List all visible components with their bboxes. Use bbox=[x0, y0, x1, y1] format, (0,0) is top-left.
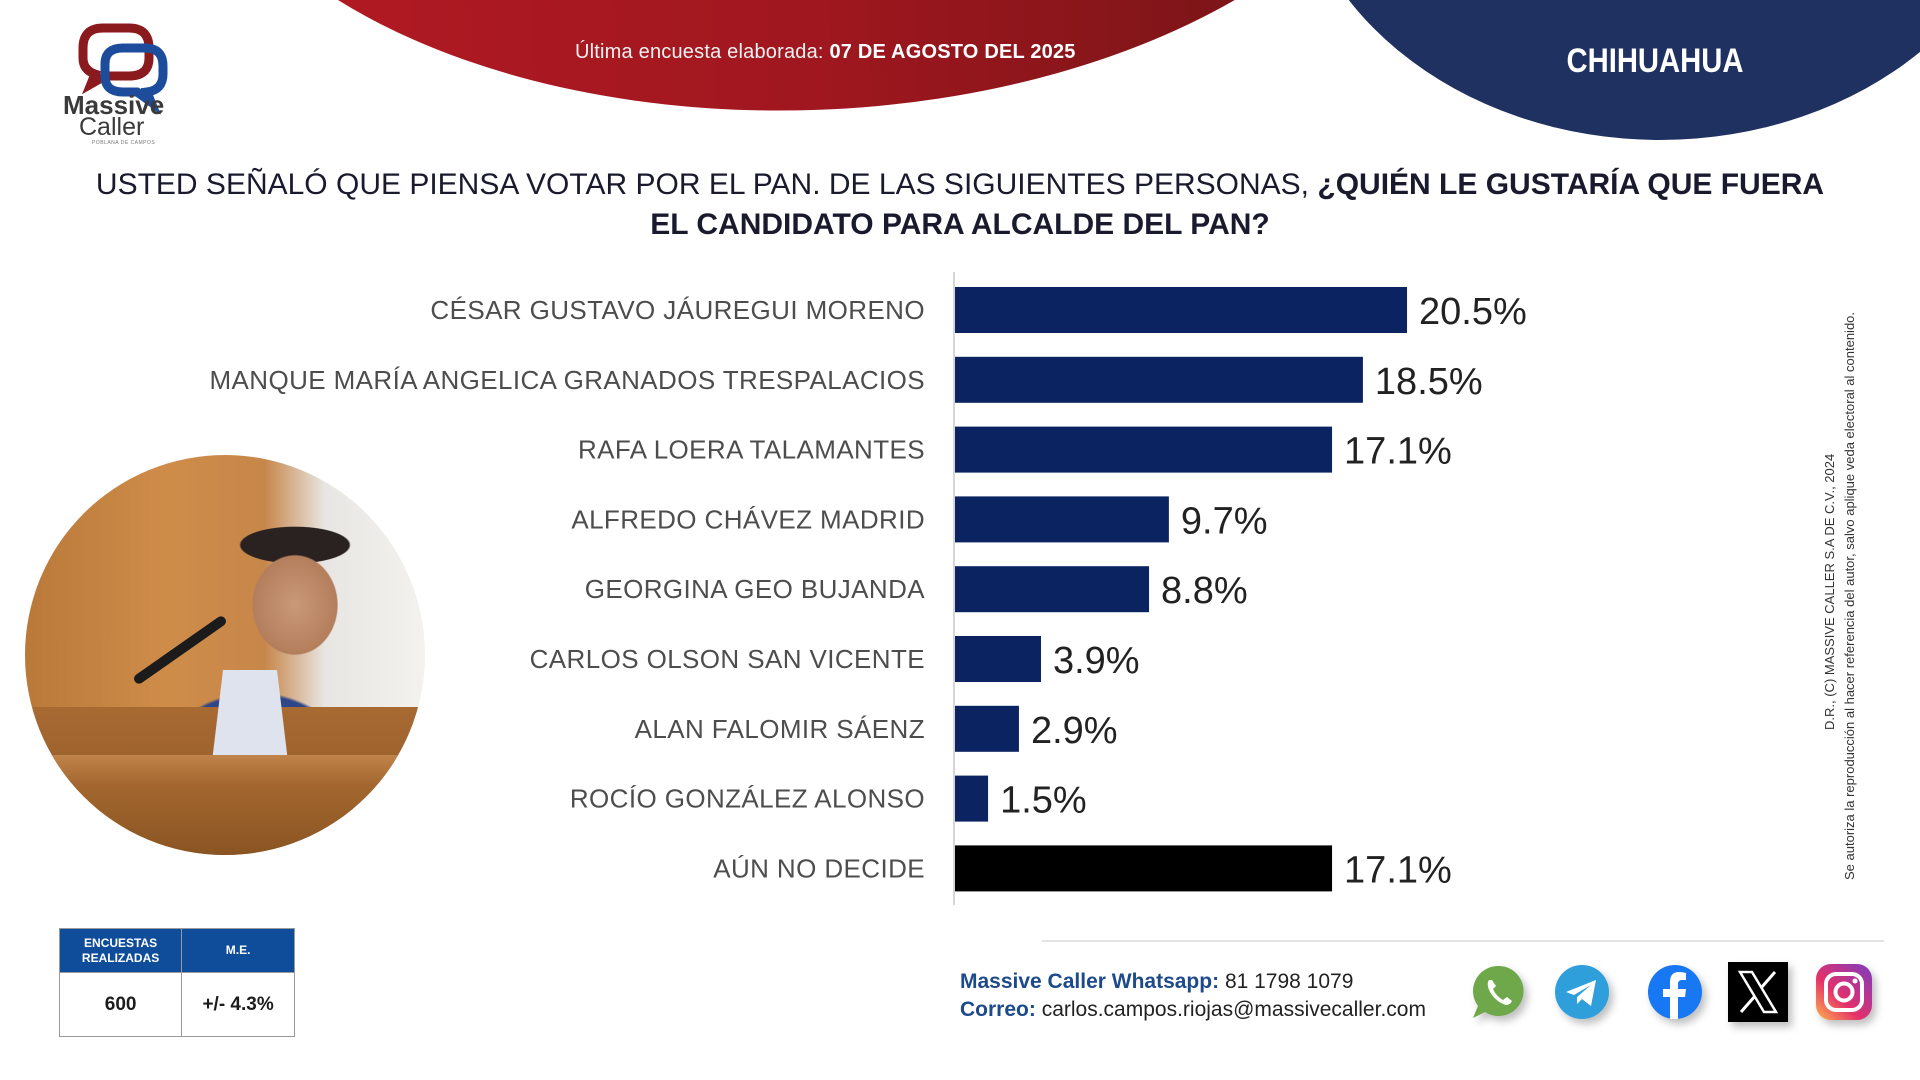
legal-notice: D.R., (C) MASSIVE CALLER S.A DE C.V., 20… bbox=[1820, 200, 1860, 880]
survey-date: Última encuesta elaborada: 07 DE AGOSTO … bbox=[575, 41, 1076, 64]
question-title: USTED SEÑALÓ QUE PIENSA VOTAR POR EL PAN… bbox=[60, 165, 1860, 245]
stats-header-encuestas: ENCUESTAS REALIZADAS bbox=[59, 928, 183, 973]
value-label: 18.5% bbox=[1375, 361, 1483, 403]
category-label: ALFREDO CHÁVEZ MADRID bbox=[571, 504, 925, 534]
value-label: 1.5% bbox=[1000, 780, 1087, 822]
value-label: 8.8% bbox=[1161, 570, 1248, 612]
massive-caller-logo-icon bbox=[78, 23, 168, 115]
footer-divider bbox=[1042, 940, 1884, 942]
category-label: ROCÍO GONZÁLEZ ALONSO bbox=[570, 784, 925, 814]
bars-group: CÉSAR GUSTAVO JÁUREGUI MORENO 20.5% MANQUE… bbox=[209, 287, 1527, 892]
bar bbox=[955, 496, 1169, 543]
stats-header-me: M.E. bbox=[181, 928, 295, 973]
value-label: 17.1% bbox=[1344, 431, 1452, 473]
email-contact: Correo: carlos.campos.riojas@massivecall… bbox=[960, 996, 1426, 1024]
region-title: CHIHUAHUA bbox=[1566, 42, 1744, 80]
stats-margin-error: +/- 4.3% bbox=[181, 972, 295, 1037]
logo-tagline: POBLANA DE CAMPOS bbox=[92, 140, 156, 146]
legal-line-1: D.R., (C) MASSIVE CALLER S.A DE C.V., 20… bbox=[1822, 453, 1837, 730]
question-plain: USTED SEÑALÓ QUE PIENSA VOTAR POR EL PAN… bbox=[95, 168, 1310, 201]
whatsapp-number[interactable]: 81 1798 1079 bbox=[1224, 970, 1354, 993]
candidate-photo bbox=[25, 455, 425, 855]
bar bbox=[955, 426, 1333, 473]
email-address[interactable]: carlos.campos.riojas@massivecaller.com bbox=[1041, 998, 1426, 1021]
category-label: CÉSAR GUSTAVO JÁUREGUI MORENO bbox=[430, 295, 925, 325]
bar bbox=[955, 636, 1041, 682]
whatsapp-contact: Massive Caller Whatsapp: 81 1798 1079 bbox=[960, 968, 1426, 996]
value-label: 3.9% bbox=[1053, 640, 1140, 682]
value-label: 2.9% bbox=[1031, 710, 1118, 752]
category-label: RAFA LOERA TALAMANTES bbox=[578, 435, 925, 465]
value-label: 20.5% bbox=[1419, 291, 1527, 333]
question-bold-1: ¿QUIÉN LE GUSTARÍA QUE FUERA bbox=[1317, 168, 1825, 201]
legal-line-2: Se autoriza la reproducción al hacer ref… bbox=[1842, 311, 1857, 880]
category-label: GEORGINA GEO BUJANDA bbox=[585, 574, 926, 604]
bar bbox=[955, 566, 1150, 613]
bar bbox=[955, 356, 1363, 403]
value-label: 17.1% bbox=[1344, 849, 1452, 891]
logo-text-massive: Massive bbox=[63, 90, 165, 120]
category-label: MANQUE MARÍA ANGELICA GRANADOS TRESPALAC… bbox=[209, 365, 925, 395]
survey-stats-table: ENCUESTAS REALIZADAS M.E. 600 +/- 4.3% bbox=[59, 928, 295, 1037]
question-bold-2: EL CANDIDATO PARA ALCALDE DEL PAN? bbox=[650, 208, 1270, 241]
bar bbox=[955, 775, 989, 822]
logo-text-caller: Caller bbox=[79, 113, 145, 141]
x-icon[interactable] bbox=[1728, 962, 1788, 1022]
bar bbox=[955, 287, 1408, 333]
photo-podium bbox=[25, 755, 425, 855]
survey-date-label: Última encuesta elaborada: bbox=[575, 41, 824, 63]
email-label: Correo: bbox=[960, 998, 1036, 1021]
survey-date-value: 07 DE AGOSTO DEL 2025 bbox=[829, 41, 1076, 63]
bar bbox=[955, 845, 1333, 892]
instagram-icon[interactable] bbox=[1814, 962, 1874, 1022]
bar bbox=[955, 705, 1019, 752]
whatsapp-label: Massive Caller Whatsapp: bbox=[960, 970, 1220, 993]
facebook-icon[interactable] bbox=[1645, 962, 1705, 1022]
category-label: ALAN FALOMIR SÁENZ bbox=[635, 714, 925, 744]
value-label: 9.7% bbox=[1181, 500, 1268, 542]
whatsapp-icon[interactable] bbox=[1468, 962, 1528, 1022]
contact-info: Massive Caller Whatsapp: 81 1798 1079 Co… bbox=[960, 968, 1426, 1024]
telegram-icon[interactable] bbox=[1552, 962, 1612, 1022]
category-label: AÚN NO DECIDE bbox=[713, 853, 925, 883]
stats-sample-size: 600 bbox=[59, 972, 183, 1037]
photo-microphone bbox=[132, 614, 228, 686]
category-label: CARLOS OLSON SAN VICENTE bbox=[530, 644, 925, 674]
